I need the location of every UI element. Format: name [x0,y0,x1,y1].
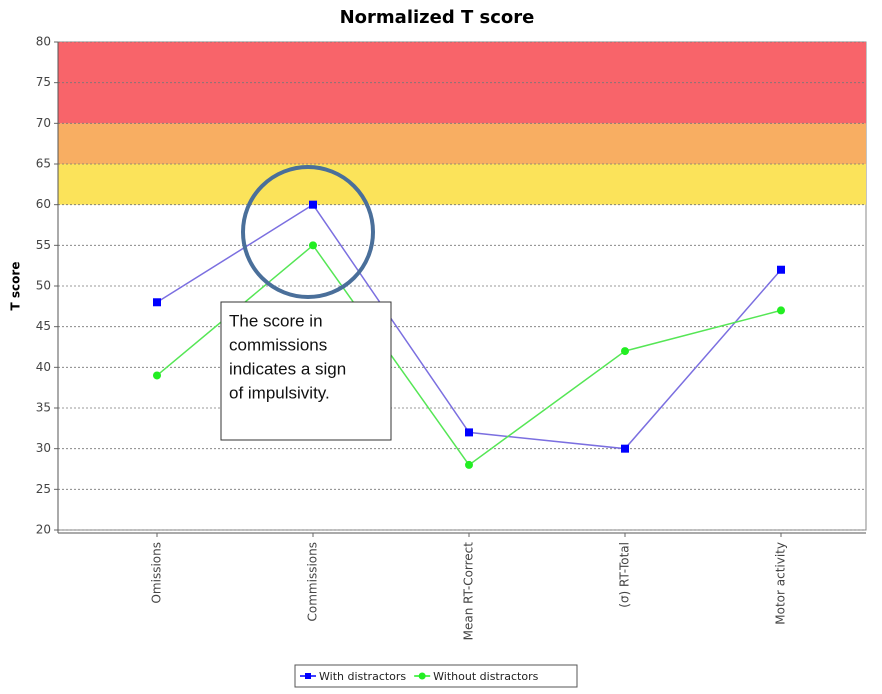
data-point [621,347,629,356]
annotation-text: commissions [229,335,327,354]
threshold-band [58,164,866,205]
y-axis-label: T score [9,262,23,311]
y-tick-label: 60 [36,197,51,211]
y-tick-label: 55 [36,238,51,252]
legend-label: Without distractors [433,670,538,683]
legend-marker [418,672,426,680]
legend: With distractors Without distractors [294,664,578,688]
chart-title: Normalized T score [340,7,535,28]
legend-box [294,664,578,688]
y-tick-label: 25 [36,482,51,496]
data-point [465,428,473,437]
legend-label: With distractors [319,670,406,683]
y-tick-label: 45 [36,319,51,333]
data-point [465,460,473,469]
y-tick-label: 20 [36,523,51,537]
y-tick-label: 30 [36,441,51,455]
y-tick-label: 75 [36,75,51,89]
annotation-text: of impulsivity. [229,383,330,402]
annotation-box [220,301,392,441]
data-point [777,306,785,315]
y-tick-label: 40 [36,360,51,374]
y-tick-label: 70 [36,116,51,130]
x-tick-label: Motor activity [774,542,788,625]
x-tick-label: (σ) RT-Total [618,542,632,608]
legend-marker [305,673,311,679]
data-point [153,371,161,380]
data-point [309,200,317,209]
y-tick-label: 65 [36,157,51,171]
data-point [153,298,161,307]
x-tick-label: Commissions [306,542,320,621]
y-tick-label: 35 [36,401,51,415]
x-tick-label: Omissions [150,542,164,604]
annotation-text: The score in [229,311,323,330]
threshold-band [58,123,866,164]
data-point [309,241,317,250]
highlight-circle [241,165,375,299]
y-tick-label: 50 [36,279,51,293]
y-tick-label: 80 [36,35,51,49]
data-point [777,265,785,274]
data-point [621,444,629,453]
x-tick-label: Mean RT-Correct [462,542,476,641]
annotation-text: indicates a sign [229,359,346,378]
